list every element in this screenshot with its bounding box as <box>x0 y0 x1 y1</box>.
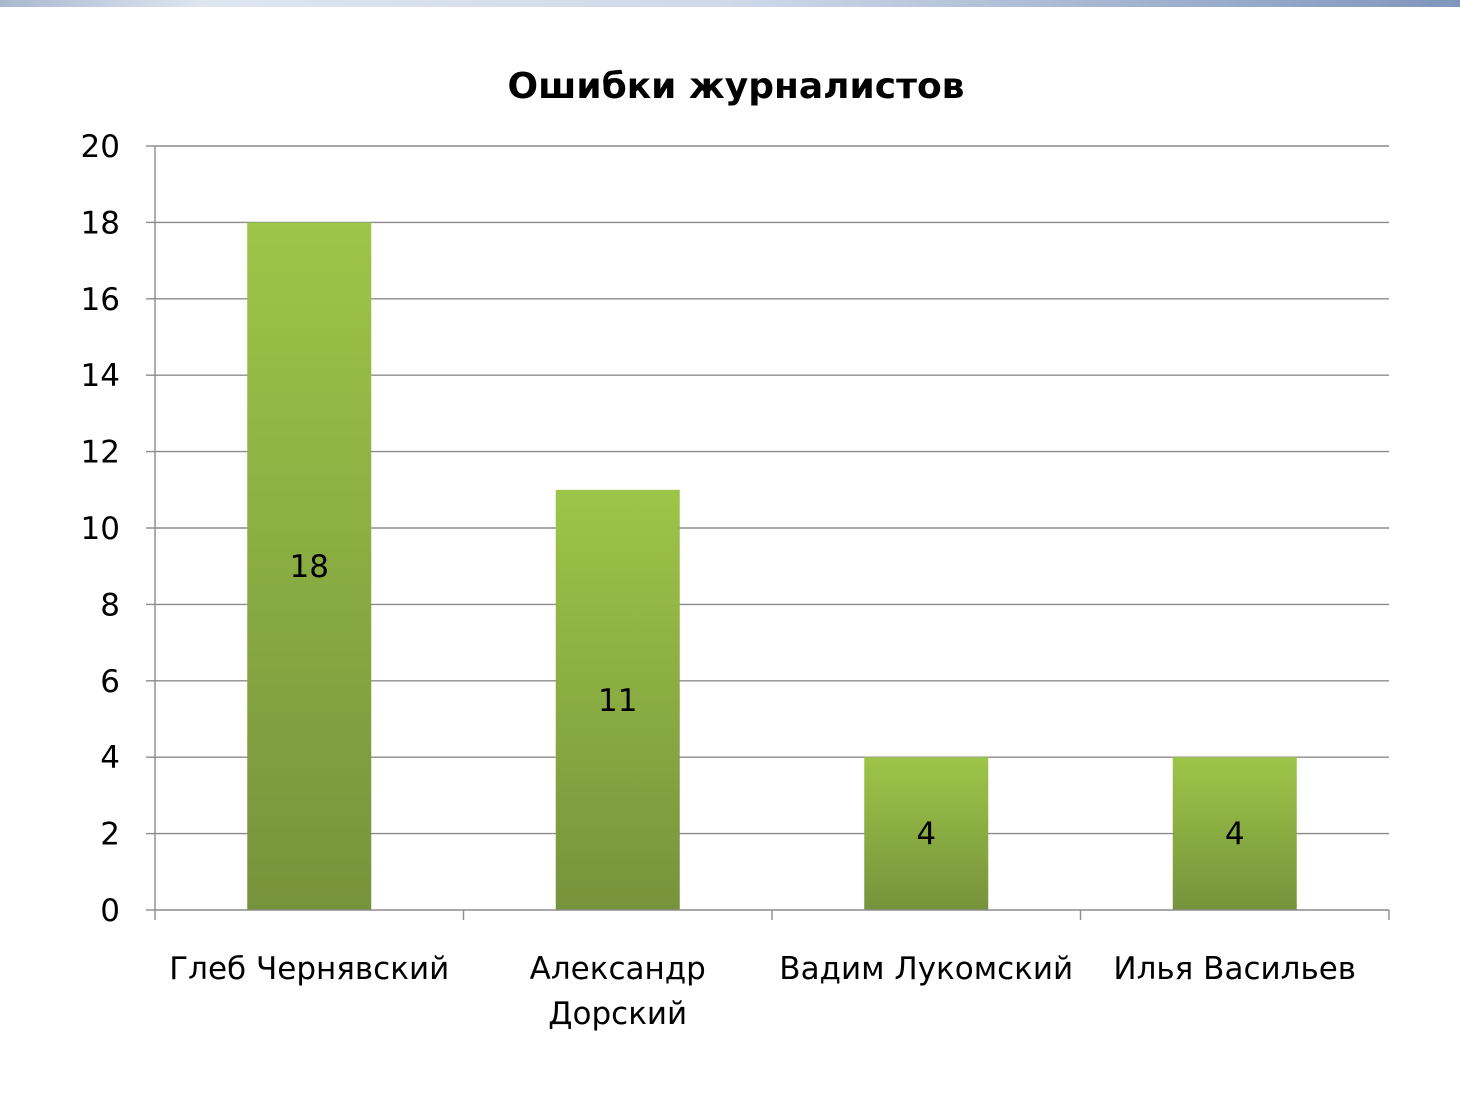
bars <box>247 222 1297 910</box>
bar <box>247 222 372 910</box>
data-label: 11 <box>598 683 637 719</box>
y-tick-label: 10 <box>81 511 120 547</box>
y-tick-label: 20 <box>81 129 120 165</box>
data-label: 4 <box>1225 817 1245 853</box>
y-tick-label: 14 <box>81 358 120 394</box>
bar <box>864 757 989 910</box>
y-tick-label: 12 <box>81 435 120 471</box>
y-tick-label: 8 <box>100 587 120 623</box>
y-tick-label: 4 <box>100 740 120 776</box>
labels: 0 2 4 6 8 10 12 14 16 18 20 18 Глеб Чернявский 11 Алек… <box>81 129 1357 1032</box>
bar <box>1172 757 1297 910</box>
chart-title: Ошибки журналистов <box>508 66 965 107</box>
x-category-label: Илья Васильев <box>1113 951 1356 987</box>
axes <box>146 145 1390 920</box>
y-tick-label: 2 <box>100 817 120 853</box>
bar <box>555 489 680 910</box>
data-label: 18 <box>290 549 329 585</box>
y-tick-label: 16 <box>81 282 120 318</box>
window-top-strip <box>0 0 1460 7</box>
x-category-label: Александр Дорский <box>530 951 706 1032</box>
y-tick-label: 0 <box>100 893 120 929</box>
data-label: 4 <box>916 817 936 853</box>
x-category-label: Глеб Чернявский <box>169 951 449 987</box>
y-tick-label: 6 <box>100 664 120 700</box>
y-tick-label: 18 <box>81 205 120 241</box>
x-category-label: Вадим Лукомский <box>779 951 1073 987</box>
